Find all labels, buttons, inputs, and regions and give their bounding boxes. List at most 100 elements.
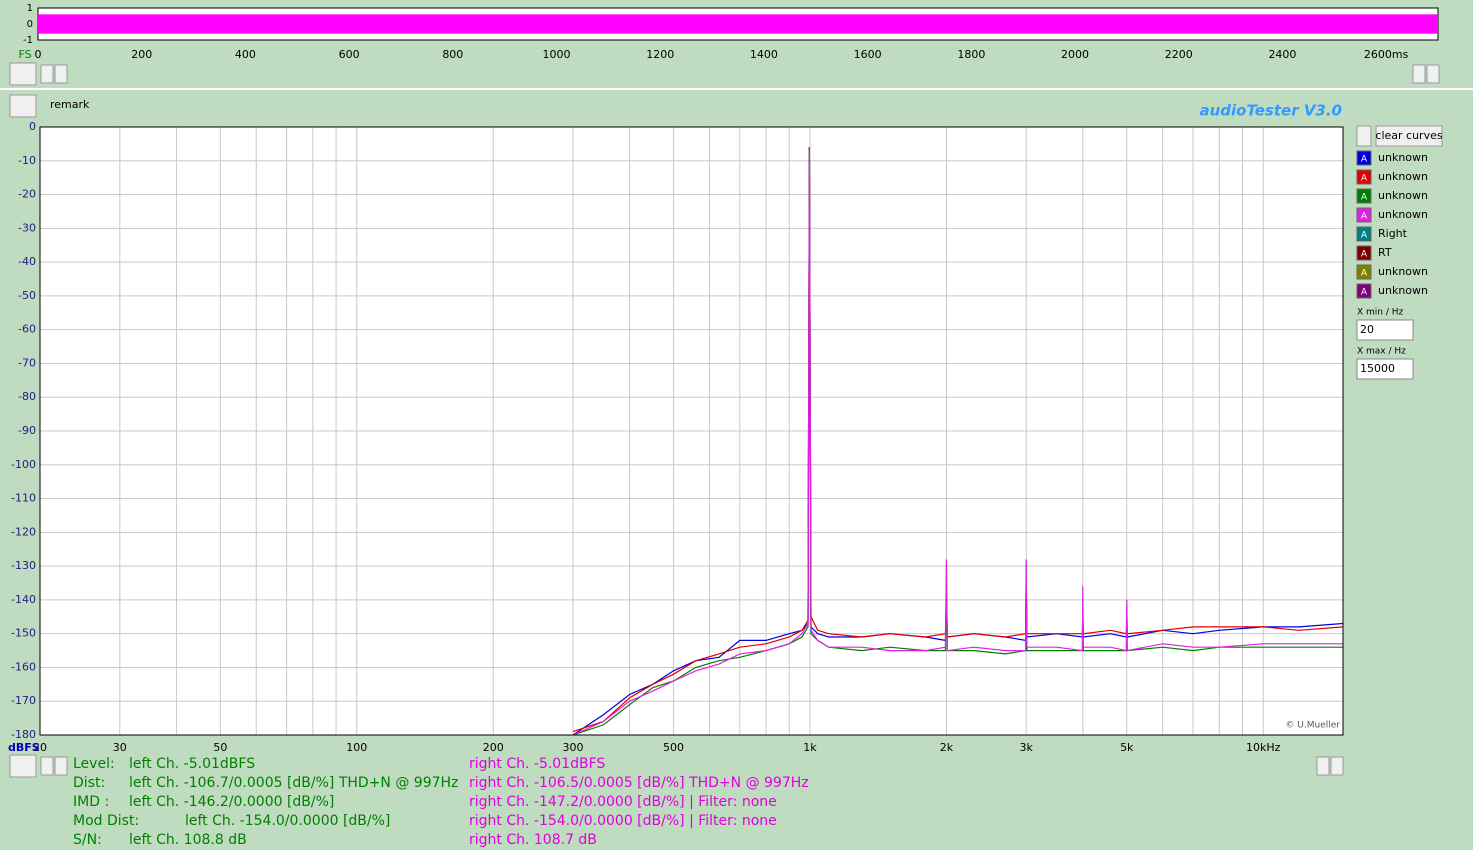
y-tick-label: -40 bbox=[18, 255, 36, 268]
y-tick-label: 0 bbox=[27, 19, 33, 30]
y-tick-label: -80 bbox=[18, 390, 36, 403]
xmax-value: 15000 bbox=[1360, 362, 1395, 375]
x-tick-label: 800 bbox=[442, 48, 463, 61]
y-tick-label: -140 bbox=[11, 593, 36, 606]
y-tick-label: -170 bbox=[11, 694, 36, 707]
y-tick-label: 1 bbox=[27, 3, 33, 14]
result-label: S/N: bbox=[73, 832, 102, 848]
x-tick-label: 500 bbox=[663, 741, 684, 754]
y-tick-label: -20 bbox=[18, 188, 36, 201]
x-tick-label: 300 bbox=[563, 741, 584, 754]
legend-label: unknown bbox=[1378, 170, 1428, 183]
x-tick-label: 30 bbox=[113, 741, 127, 754]
legend-label: unknown bbox=[1378, 265, 1428, 278]
legend-label: Right bbox=[1378, 227, 1408, 240]
y-tick-label: -130 bbox=[11, 559, 36, 572]
x-tick-label: 2400 bbox=[1268, 48, 1296, 61]
scroll-left[interactable] bbox=[40, 64, 54, 84]
scroll-right[interactable] bbox=[1426, 64, 1440, 84]
scroll-left[interactable] bbox=[1316, 756, 1330, 776]
credit: © U.Mueller bbox=[1285, 721, 1340, 731]
x-tick-label: 400 bbox=[235, 48, 256, 61]
scroll-right[interactable] bbox=[54, 756, 68, 776]
curve-button[interactable] bbox=[1356, 245, 1372, 261]
x-tick-label: 200 bbox=[131, 48, 152, 61]
legend-label: unknown bbox=[1378, 208, 1428, 221]
waveform-area bbox=[38, 14, 1438, 34]
curve-button[interactable] bbox=[1356, 188, 1372, 204]
curves bbox=[572, 147, 1343, 735]
x-tick-label: 1000 bbox=[543, 48, 571, 61]
x-tick-label: 1800 bbox=[957, 48, 985, 61]
x-tick-label: 600 bbox=[339, 48, 360, 61]
x-tick-label: 100 bbox=[346, 741, 367, 754]
x-tick-label: 2k bbox=[940, 741, 954, 754]
scroll-right[interactable] bbox=[54, 64, 68, 84]
scroll-left[interactable] bbox=[40, 756, 54, 776]
curve-button-label: A bbox=[1361, 250, 1368, 260]
curve-button-label: A bbox=[1361, 269, 1368, 279]
x-tick-label: 2600ms bbox=[1364, 48, 1409, 61]
legend-label: unknown bbox=[1378, 189, 1428, 202]
remark: remark bbox=[50, 98, 90, 111]
x-tick-label: 1400 bbox=[750, 48, 778, 61]
y-tick-label: -10 bbox=[18, 154, 36, 167]
curve-button[interactable] bbox=[1356, 264, 1372, 280]
x-tick-label: 20 bbox=[33, 741, 47, 754]
result-label: Level: bbox=[73, 756, 115, 772]
y-tick-label: -160 bbox=[11, 660, 36, 673]
xmax-label: X max / Hz bbox=[1357, 347, 1406, 357]
result-left: left Ch. -106.7/0.0005 [dB/%] THD+N @ 99… bbox=[129, 775, 458, 791]
spin-button[interactable] bbox=[9, 62, 37, 86]
x-tick-label: 5k bbox=[1120, 741, 1134, 754]
result-left: left Ch. -146.2/0.0000 [dB/%] bbox=[129, 794, 334, 810]
x-tick-label: 2200 bbox=[1165, 48, 1193, 61]
scroll-left[interactable] bbox=[1412, 64, 1426, 84]
curve-button[interactable] bbox=[1356, 226, 1372, 242]
result-left: left Ch. -154.0/0.0000 [dB/%] bbox=[185, 813, 390, 829]
curve-button-label: A bbox=[1361, 174, 1368, 184]
result-label: Dist: bbox=[73, 775, 105, 791]
y-tick-label: -100 bbox=[11, 458, 36, 471]
y-tick-label: -120 bbox=[11, 525, 36, 538]
y-tick-label: 0 bbox=[29, 120, 36, 133]
result-right: right Ch. -154.0/0.0000 [dB/%] | Filter:… bbox=[469, 813, 777, 829]
y-unit: dBFS bbox=[8, 741, 40, 754]
curve-button[interactable] bbox=[1356, 150, 1372, 166]
clear-curves-button[interactable] bbox=[1375, 125, 1443, 147]
curve-button[interactable] bbox=[1356, 169, 1372, 185]
y-tick-label: -50 bbox=[18, 289, 36, 302]
curve-button-label: A bbox=[1361, 231, 1368, 241]
xmax-input[interactable] bbox=[1356, 358, 1414, 380]
curve-button[interactable] bbox=[1356, 283, 1372, 299]
y-tick-label: -90 bbox=[18, 424, 36, 437]
y-tick-label: -1 bbox=[23, 35, 33, 46]
curve-button-label: A bbox=[1361, 212, 1368, 222]
x-tick-label: 1k bbox=[803, 741, 817, 754]
x-tick-label: 3k bbox=[1020, 741, 1034, 754]
plot-border bbox=[39, 126, 1344, 736]
legend-label: unknown bbox=[1378, 284, 1428, 297]
xmin-label: X min / Hz bbox=[1357, 308, 1404, 318]
result-right: right Ch. -147.2/0.0000 [dB/%] | Filter:… bbox=[469, 794, 777, 810]
result-label: IMD : bbox=[73, 794, 109, 810]
xmin-value: 20 bbox=[1360, 323, 1374, 336]
spin-button[interactable] bbox=[1356, 125, 1372, 147]
legend-label: unknown bbox=[1378, 151, 1428, 164]
y-tick-label: -180 bbox=[11, 728, 36, 741]
app-title: audioTester V3.0 bbox=[1199, 102, 1342, 120]
curve-button[interactable] bbox=[1356, 207, 1372, 223]
spin-button[interactable] bbox=[9, 94, 37, 118]
x-tick-label: 50 bbox=[213, 741, 227, 754]
y-tick-label: -150 bbox=[11, 627, 36, 640]
button-label: clear curves bbox=[1375, 129, 1442, 142]
y-tick-label: -30 bbox=[18, 221, 36, 234]
xmin-input[interactable] bbox=[1356, 319, 1414, 341]
spin-button[interactable] bbox=[9, 754, 37, 778]
scroll-right[interactable] bbox=[1330, 756, 1344, 776]
result-left: left Ch. 108.8 dB bbox=[129, 832, 247, 848]
result-label: Mod Dist: bbox=[73, 813, 139, 829]
legend-label: RT bbox=[1378, 246, 1392, 259]
